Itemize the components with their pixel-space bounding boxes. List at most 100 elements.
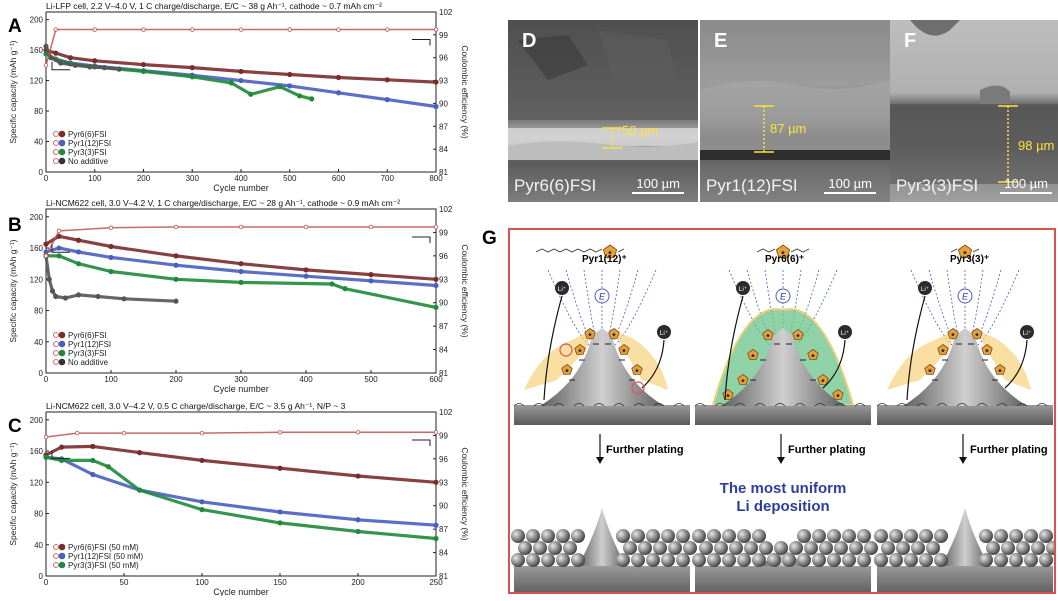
x-tick-label: 50 [120,578,129,587]
adsorbed-cation-icon [832,389,844,400]
surface-bump [653,403,665,407]
cation-star: ★ [725,393,730,400]
sem-f-thickness: 98 µm [1018,138,1055,153]
sem-d-label: Pyr6(6)FSI [514,176,597,195]
cation-molecule-icon [602,244,618,259]
cation-star: ★ [607,250,612,257]
surface-bump [593,403,605,407]
y-tick-label: 160 [30,447,44,456]
series-point [173,262,179,268]
legend-label: No additive [68,358,109,367]
li-deposit-sphere [789,541,803,555]
blocked-site-marker [559,343,573,357]
y2-tick-label: 90 [439,299,448,308]
surface-bump [714,403,726,407]
series-point [355,528,361,535]
electric-field-label: E [599,292,606,302]
adsorbed-cation-icon [947,328,959,339]
li-deposit-sphere [722,553,736,567]
li-deposit-sphere [934,553,948,567]
li-deposit-sphere [526,553,540,567]
legend-label: Pyr3(3)FSI [68,349,107,358]
series-point [433,479,439,485]
adsorbed-cation-icon [971,328,983,339]
li-dendrite-cone [540,328,664,406]
series-point [335,90,342,96]
field-line [547,269,594,349]
series-point [433,282,439,289]
li-deposit-sphere [979,553,993,567]
legend-marker [58,157,66,165]
adsorbed-cation-icon [608,328,620,339]
electric-field-label: E [780,292,787,302]
legend-label: Pyr6(6)FSI [68,331,107,340]
li-deposit-sphere [1009,529,1023,543]
series-point [238,224,244,230]
adsorbed-cation-icon [994,364,1006,375]
li-flux-arrow [1004,339,1028,389]
cation-star: ★ [997,368,1002,375]
x-tick-label: 400 [234,174,248,183]
capacity-axis-indicator [51,244,70,253]
li-deposit-sphere [541,529,555,543]
li-deposit-sphere [692,553,706,567]
series-point [277,84,283,90]
li-ion-icon [1020,325,1034,339]
li-deposit-sphere [744,541,758,555]
li-deposit-sphere [653,541,667,555]
series-point [303,273,309,279]
panel-f-letter: F [904,30,917,52]
further-plating-label-3: Further plating [970,444,1048,456]
chart-title: Li-NCM622 cell, 3.0 V–4.2 V, 0.5 C charg… [46,401,346,411]
li-deposit-sphere [857,553,871,567]
li-deposit-sphere [889,553,903,567]
li-deposit-sphere [646,529,660,543]
legend-label: Pyr1(12)FSI [68,340,111,349]
li-deposit-sphere [1009,553,1023,567]
series-point [355,473,361,479]
legend-ce-marker [53,131,59,137]
electric-field-label: E [962,292,969,302]
bottom-substrate [695,566,871,592]
series-point [46,276,52,282]
li-ion-label: Li⁺ [739,286,748,293]
li-deposit-sphere [526,529,540,543]
li-deposit-sphere [812,529,826,543]
y-tick-label: 200 [30,416,44,425]
caption-line-2: Li deposition [736,498,830,515]
adsorbed-cation-icon [981,344,993,355]
li-deposit-sphere [919,529,933,543]
field-line [973,269,1020,349]
x-tick-label: 0 [44,578,49,587]
li-flux-arrow [906,295,926,401]
legend-label: No additive [68,157,109,166]
series-point [56,253,62,259]
legend-ce-marker [53,332,59,338]
surface-bump [834,403,846,407]
down-arrow-head [777,457,785,464]
x-tick-label: 100 [104,375,118,384]
x-tick-label: 150 [273,578,287,587]
adsorbed-cation-icon [574,344,586,355]
li-deposit-sphere [767,553,781,567]
li-deposit-sphere [752,553,766,567]
li-flux-arrow [543,295,563,401]
legend-marker [58,358,66,366]
series-point [433,103,439,110]
series-point [43,454,49,460]
cation-star: ★ [974,332,979,339]
series-point [87,64,93,70]
y-axis-label: Specific capacity (mAh g⁻¹) [8,40,18,143]
chart-a: Li-LFP cell, 2.2 V–4.0 V, 1 C charge/dis… [8,1,470,193]
cation-star: ★ [621,348,626,355]
li-deposit-sphere [986,541,1000,555]
li-deposit-sphere [616,529,630,543]
sem-image-f: F 98 µm Pyr3(3)FSI 100 µm [890,20,1058,202]
li-deposit-sphere [729,541,743,555]
series-point [238,261,244,267]
series-point [238,68,244,75]
electric-field-icon [594,288,610,304]
series-point [238,268,244,275]
y2-axis-label: Coulombic efficiency (%) [460,45,470,139]
ce-axis-indicator [412,236,431,243]
